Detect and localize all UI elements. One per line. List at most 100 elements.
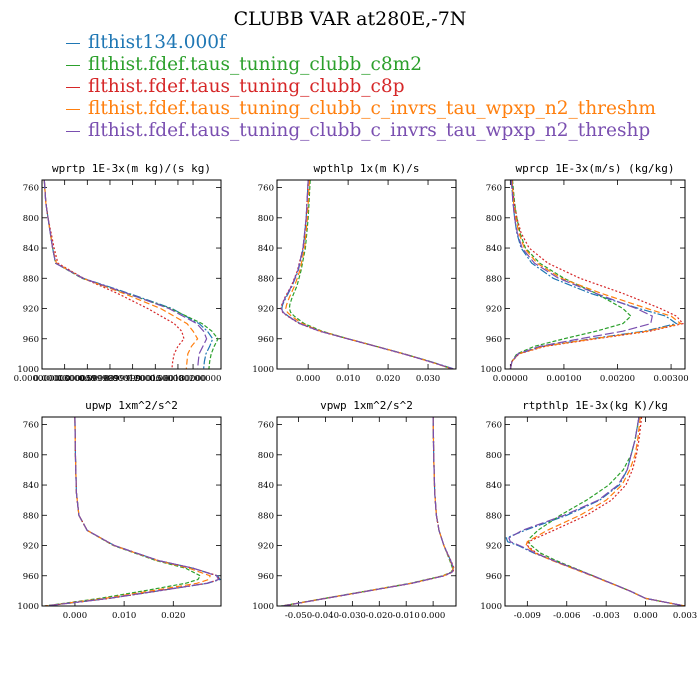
series-line [525,417,685,606]
y-tick-label: 840 [258,481,274,491]
x-tick-label: 0.000 [63,611,87,621]
y-tick-label: 760 [23,184,39,194]
y-tick-label: 1000 [252,365,274,375]
series-line [45,417,220,606]
y-tick-label: 920 [258,542,274,552]
y-tick-label: 880 [23,511,39,521]
panel-frame [504,179,686,370]
y-tick-label: 920 [486,542,502,552]
y-tick-label: 920 [486,305,502,315]
y-tick-label: 1000 [480,365,502,375]
series-line [509,180,685,369]
x-tick-label: 0.000120000 [104,374,161,384]
series-line [508,417,685,606]
y-tick-label: 920 [23,542,39,552]
x-tick-label: 0.010 [336,374,360,384]
x-tick-label: -0.040 [312,611,339,621]
panel-title: rtpthlp 1E-3x(kg K)/kg [522,399,668,412]
panel-frame [41,416,222,607]
panel-frame [276,416,457,607]
series-line [45,417,221,606]
x-tick-label: 0.020 [161,611,185,621]
x-tick-label: 0.010 [112,611,136,621]
legend: flthist134.000f flthist.fdef.taus_tuning… [66,32,656,142]
y-tick-label: 920 [23,305,39,315]
legend-item: flthist.fdef.taus_tuning_clubb_c_invrs_t… [66,98,656,120]
y-tick-label: 960 [486,335,502,345]
x-tick-label: 0.000200000 [165,374,222,384]
y-tick-label: 840 [486,244,502,254]
x-tick-label: -0.010 [393,611,420,621]
y-tick-label: 960 [258,335,274,345]
series-line [44,417,211,606]
x-tick-label: 0.0000899999 [79,374,141,384]
x-tick-label: 0.020 [376,374,400,384]
series-line [509,180,683,369]
panel-title: wprtp 1E-3x(m kg)/(s kg) [52,162,211,175]
y-tick-label: 760 [23,421,39,431]
x-tick-label: -0.050 [285,611,312,621]
y-tick-label: 960 [23,572,39,582]
legend-label: flthist.fdef.taus_tuning_clubb_c_invrs_t… [88,120,651,141]
y-tick-label: 880 [23,274,39,284]
y-tick-label: 800 [23,451,39,461]
x-tick-label: -0.030 [339,611,366,621]
legend-label: flthist134.000f [88,32,226,53]
y-tick-label: 880 [258,274,274,284]
y-tick-label: 880 [486,274,502,284]
y-tick-label: 1000 [252,602,274,612]
legend-swatch [66,130,80,132]
legend-swatch [66,86,80,88]
legend-item: flthist.fdef.taus_tuning_clubb_c_invrs_t… [66,120,656,142]
x-tick-label: -0.020 [366,611,393,621]
series-line [43,180,199,369]
y-tick-label: 800 [258,214,274,224]
x-tick-label: 0.000180000 [150,374,207,384]
y-tick-label: 880 [258,511,274,521]
panel-title: upwp 1xm^2/s^2 [85,399,178,412]
series-line [282,417,455,606]
series-line [43,180,185,369]
x-tick-label: 0.0000300000 [34,374,96,384]
series-line [280,180,454,369]
y-tick-label: 840 [23,481,39,491]
series-line [288,180,453,369]
figure-title: CLUBB VAR at280E,-7N [233,8,467,30]
x-tick-label: 0.00200 [600,374,635,384]
legend-label: flthist.fdef.taus_tuning_clubb_c8m2 [88,54,423,75]
y-tick-label: 800 [486,451,502,461]
x-tick-label: 0.000 [296,374,320,384]
y-tick-label: 880 [486,511,502,521]
series-line [43,180,214,369]
y-tick-label: 760 [486,184,502,194]
series-line [282,417,454,606]
series-line [527,417,685,606]
y-tick-label: 960 [23,335,39,345]
series-line [43,180,219,369]
x-tick-label: 0.000000000 [14,374,71,384]
y-tick-label: 840 [23,244,39,254]
series-line [44,417,202,606]
x-tick-label: -0.009 [514,611,541,621]
y-tick-label: 1000 [17,365,39,375]
series-line [285,180,453,369]
x-tick-label: -0.003 [593,611,620,621]
y-tick-label: 1000 [17,602,39,612]
y-tick-label: 960 [486,572,502,582]
y-tick-label: 760 [258,184,274,194]
legend-label: flthist.fdef.taus_tuning_clubb_c8p [88,76,405,97]
legend-swatch [66,108,80,110]
series-line [282,417,455,606]
series-line [43,180,208,369]
series-line [526,417,685,606]
panel-title: wpthlp 1x(m K)/s [314,162,420,175]
y-tick-label: 800 [23,214,39,224]
x-tick-label: 0.00000 [493,374,528,384]
y-tick-label: 840 [258,244,274,254]
x-tick-label: 0.00100 [546,374,581,384]
legend-item: flthist134.000f [66,32,656,54]
x-tick-label: 0.000150000 [127,374,184,384]
legend-label: flthist.fdef.taus_tuning_clubb_c_invrs_t… [88,98,656,119]
x-tick-label: 0.000 [633,611,657,621]
